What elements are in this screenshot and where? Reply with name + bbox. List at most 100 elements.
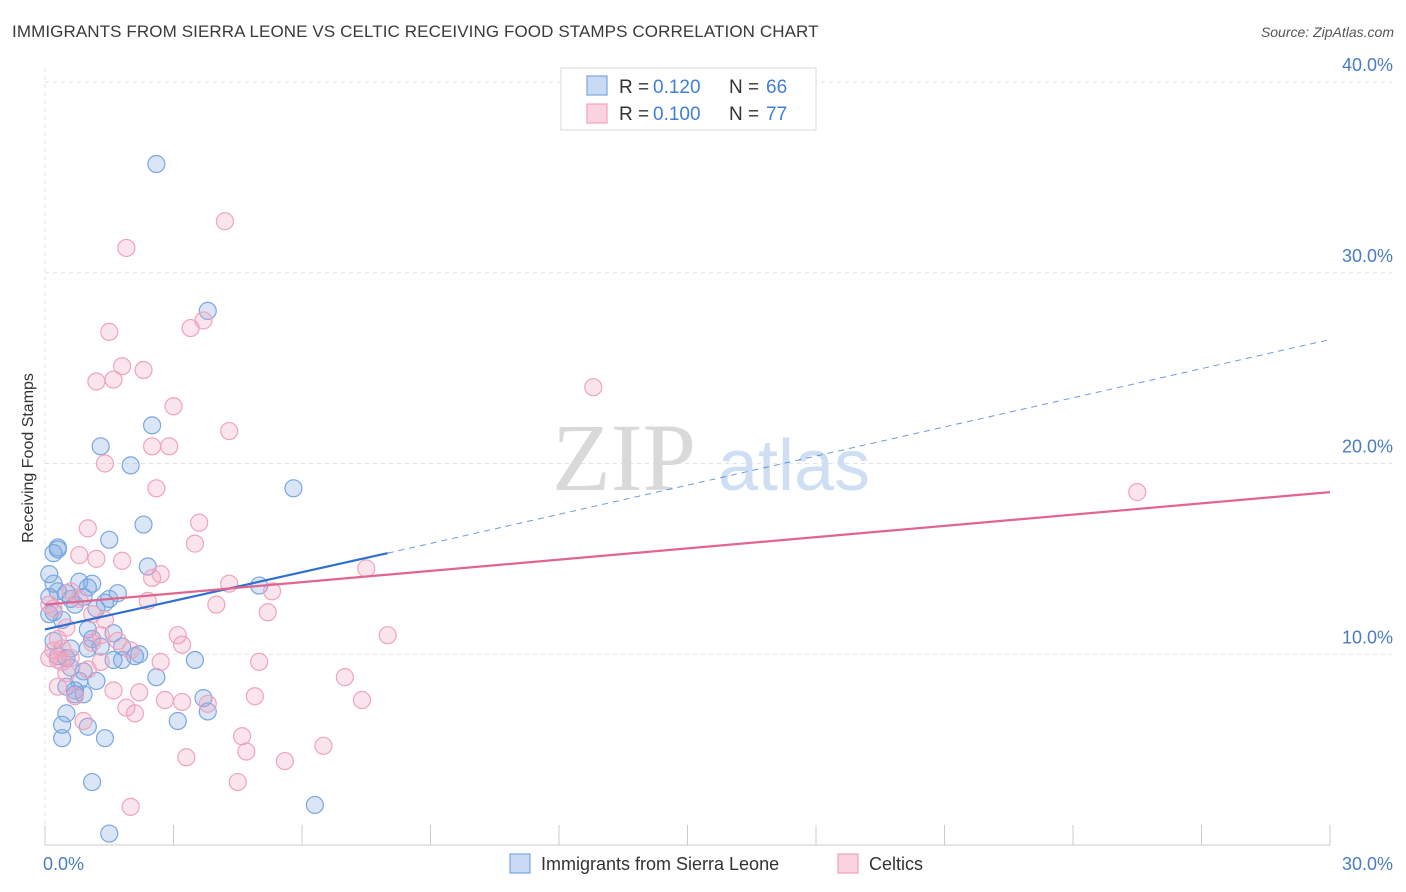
sierra-leone-point-43: [147, 154, 166, 174]
bottom-legend-swatch-celtics: [837, 853, 859, 874]
celtics-point-65: [1128, 483, 1147, 502]
celtics-point-36: [151, 652, 170, 671]
celtics-point-76: [53, 639, 72, 658]
celtics-point-72: [151, 565, 170, 584]
celtics-point-24: [108, 631, 127, 650]
y-tick-label-0: 10.0%: [1342, 627, 1393, 647]
legend-r-label-2: R =: [619, 104, 649, 125]
celtics-point-28: [121, 641, 140, 660]
celtics-point-52: [228, 772, 247, 792]
celtics-point-38: [160, 437, 179, 456]
sierra-leone-point-48: [198, 702, 217, 721]
celtics-point-75: [172, 692, 192, 712]
legend-n-label-1: N =: [729, 77, 759, 98]
celtics-point-16: [87, 372, 106, 391]
celtics-point-11: [70, 545, 89, 565]
celtics-point-68: [245, 687, 264, 706]
chart-source: Source: ZipAtlas.com: [1260, 24, 1394, 40]
sierra-leone-point-29: [91, 437, 110, 456]
bottom-legend-swatch-sierra-leone: [509, 853, 531, 874]
celtics-point-35: [147, 479, 166, 498]
celtics-point-62: [357, 559, 376, 578]
celtics-point-30: [130, 683, 149, 702]
gridlines: [44, 68, 1392, 845]
celtics-point-67: [121, 797, 140, 816]
celtics-point-41: [172, 635, 192, 654]
celtics-point-53: [232, 727, 252, 746]
celtics-point-56: [258, 603, 277, 622]
sierra-leone-point-46: [185, 650, 205, 670]
celtics-point-58: [275, 751, 294, 771]
y-tick-label-2: 30.0%: [1342, 246, 1393, 266]
y-tick-label-3: 40.0%: [1342, 55, 1393, 75]
sierra-leone-point-38: [121, 456, 140, 475]
legend-n-label-2: N =: [729, 104, 759, 125]
trend-lines: [44, 339, 1331, 631]
celtics-point-25: [112, 357, 132, 376]
sierra-leone-point-0: [40, 565, 59, 584]
sierra-leone-point-44: [147, 668, 166, 687]
celtics-point-71: [70, 589, 89, 609]
sierra-leone-point-54: [48, 538, 67, 557]
celtics-point-21: [100, 322, 119, 341]
sierra-leone-point-63: [130, 645, 149, 664]
series-celtics-points: [40, 212, 1147, 816]
sierra-leone-point-49: [198, 301, 217, 320]
y-tick-label-1: 20.0%: [1342, 437, 1393, 457]
celtics-point-40: [168, 626, 187, 645]
x-tick-marks: [44, 825, 1331, 845]
celtics-point-42: [177, 748, 196, 767]
celtics-point-18: [91, 652, 110, 671]
watermark-atlas: atlas: [718, 426, 870, 506]
celtics-point-33: [142, 437, 162, 456]
sierra-leone-point-9: [53, 715, 72, 734]
celtics-point-63: [378, 626, 397, 645]
x-tick-labels: 0.0% 30.0%: [43, 854, 1393, 874]
y-tick-labels: 10.0% 20.0% 30.0% 40.0%: [1342, 55, 1393, 647]
celtics-point-37: [155, 690, 175, 710]
sierra-leone-point-25: [83, 574, 102, 593]
x-tick-label-0: 0.0%: [43, 854, 84, 874]
celtics-point-59: [314, 736, 333, 755]
sierra-leone-point-52: [305, 795, 324, 815]
legend-r-label-1: R =: [619, 77, 649, 98]
celtics-point-13: [78, 519, 97, 538]
y-axis-label: Receiving Food Stamps: [20, 373, 37, 543]
celtics-point-12: [74, 711, 93, 731]
legend-swatch-sierra-leone: [586, 75, 608, 96]
bottom-legend: Immigrants from Sierra Leone Celtics: [509, 853, 923, 874]
celtics-point-26: [112, 551, 132, 570]
legend-swatch-celtics: [586, 103, 608, 124]
celtics-point-7: [57, 618, 76, 637]
sierra-leone-point-42: [142, 416, 162, 435]
legend-r-value-1: 0.120: [653, 77, 701, 98]
sierra-leone-point-13: [57, 704, 76, 723]
celtics-point-74: [83, 633, 102, 652]
sierra-leone-point-17: [65, 681, 85, 700]
sierra-leone-point-45: [168, 711, 187, 731]
celtics-point-64: [584, 378, 603, 397]
series-sierra-leone-points: [40, 154, 324, 843]
celtics-point-66: [117, 238, 136, 258]
celtics-point-55: [250, 652, 269, 671]
celtics-point-54: [237, 742, 256, 761]
sierra-leone-point-53: [100, 824, 119, 843]
sierra-leone-point-40: [134, 515, 153, 534]
celtics-point-23: [104, 681, 123, 700]
sierra-leone-point-32: [100, 530, 119, 549]
watermark-zip: ZIP: [552, 404, 696, 511]
legend-r-value-2: 0.100: [653, 104, 701, 125]
celtics-point-39: [164, 397, 183, 416]
celtics-point-46: [194, 311, 213, 330]
celtics-point-29: [125, 704, 145, 723]
legend-n-value-2: 77: [766, 104, 787, 125]
celtics-point-57: [262, 582, 282, 601]
legend: R = 0.120 N = 66 R = 0.100 N = 77: [560, 67, 817, 131]
celtics-point-44: [185, 534, 205, 553]
sierra-leone-point-51: [284, 479, 303, 498]
celtics-point-60: [335, 668, 354, 687]
celtics-point-31: [134, 360, 153, 380]
trend-line-sierra-leone: [44, 552, 388, 631]
trend-line-celtics: [44, 491, 1331, 606]
